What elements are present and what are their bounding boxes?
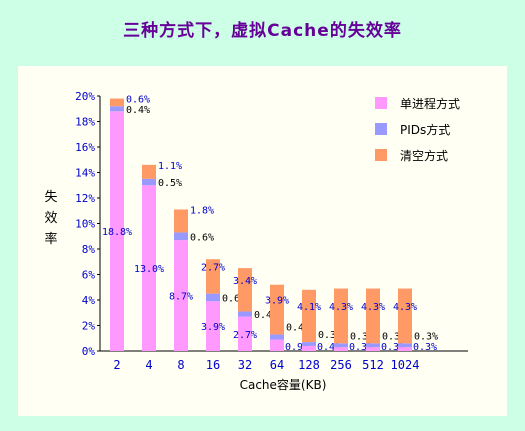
bar-0 [238, 316, 252, 351]
bar-0 [334, 347, 348, 351]
bar-0 [142, 185, 156, 351]
bar-0 [302, 345, 316, 351]
bar-0 [366, 347, 380, 351]
data-label: 0.3% [381, 342, 405, 353]
data-label: 3.9% [265, 296, 289, 307]
y-axis-label: 失效率 [44, 190, 58, 247]
bar-1 [398, 343, 412, 348]
x-tick-label: 256 [330, 358, 352, 372]
bar-0 [398, 347, 412, 351]
y-tick-label: 14% [75, 167, 95, 180]
legend-label: 单进程方式 [400, 96, 460, 111]
x-tick-label: 512 [362, 358, 384, 372]
y-tick-label: 16% [75, 141, 95, 154]
bar-2 [142, 164, 156, 179]
bar-1 [334, 343, 348, 348]
bar-2 [398, 288, 412, 344]
data-label: 4.1% [297, 302, 321, 313]
y-tick-label: 2% [82, 320, 96, 333]
data-label: 0.3% [413, 342, 437, 353]
x-tick-label: 64 [270, 358, 284, 372]
data-label: 2.7% [201, 262, 225, 273]
data-label: 1.1% [158, 161, 182, 172]
bar-0 [206, 301, 220, 351]
data-label: 0.3% [414, 331, 438, 342]
bar-1 [110, 106, 124, 112]
bar-1 [238, 311, 252, 317]
y-tick-label: 6% [82, 269, 96, 282]
bar-1 [302, 342, 316, 346]
data-label: 0.3% [382, 331, 406, 342]
data-label: 1.8% [190, 205, 214, 216]
bar-2 [302, 289, 316, 343]
bar-2 [366, 288, 380, 344]
x-tick-label: 128 [298, 358, 320, 372]
data-label: 0.4% [286, 322, 310, 333]
x-tick-label: 16 [206, 358, 220, 372]
data-label: 8.7% [169, 292, 193, 303]
bar-2 [334, 288, 348, 344]
x-tick-label: 8 [177, 358, 184, 372]
data-label: 0.4% [254, 310, 278, 321]
legend-label: 清空方式 [400, 148, 448, 163]
y-tick-label: 18% [75, 116, 95, 129]
y-tick-label: 20% [75, 90, 95, 103]
y-tick-label: 0% [82, 345, 96, 358]
bar-2 [206, 259, 220, 294]
legend-swatch [375, 123, 387, 135]
data-label: 0.3% [350, 331, 374, 342]
y-tick-label: 12% [75, 192, 95, 205]
legend-label: PIDs方式 [400, 122, 450, 137]
data-label: 3.9% [201, 322, 225, 333]
data-label: 13.0% [134, 264, 164, 275]
bar-2 [110, 98, 124, 107]
bar-1 [142, 178, 156, 186]
data-label: 0.5% [158, 178, 182, 189]
bar-1 [174, 232, 188, 241]
data-label: 0.4% [126, 105, 150, 116]
data-label: 0.6% [126, 95, 150, 106]
y-tick-label: 10% [75, 218, 95, 231]
data-label: 2.7% [233, 330, 257, 341]
data-label: 0.3% [318, 330, 342, 341]
y-tick-label: 4% [82, 294, 96, 307]
data-label: 4.3% [393, 302, 417, 313]
chart-title: 三种方式下，虚拟Cache的失效率 [123, 21, 402, 41]
bar-0 [110, 111, 124, 351]
bar-0 [174, 240, 188, 351]
legend-swatch [375, 149, 387, 161]
bar-0 [270, 339, 284, 351]
bar-2 [238, 268, 252, 312]
data-label: 0.4% [317, 342, 341, 353]
x-axis-label: Cache容量(KB) [240, 377, 327, 392]
bar-2 [174, 209, 188, 233]
bar-2 [270, 284, 284, 335]
x-tick-label: 32 [238, 358, 252, 372]
x-tick-label: 1024 [391, 358, 420, 372]
data-label: 4.3% [329, 302, 353, 313]
data-label: 3.4% [233, 276, 257, 287]
y-tick-label: 8% [82, 243, 96, 256]
bar-1 [366, 343, 380, 348]
data-label: 0.9% [285, 342, 309, 353]
bar-1 [270, 334, 284, 340]
data-label: 0.6% [190, 232, 214, 243]
data-label: 0.6% [222, 293, 246, 304]
legend-swatch [375, 97, 387, 109]
data-label: 4.3% [361, 302, 385, 313]
x-tick-label: 4 [145, 358, 152, 372]
data-label: 0.3% [349, 342, 373, 353]
data-label: 18.8% [102, 227, 132, 238]
x-tick-label: 2 [113, 358, 120, 372]
bar-1 [206, 293, 220, 302]
